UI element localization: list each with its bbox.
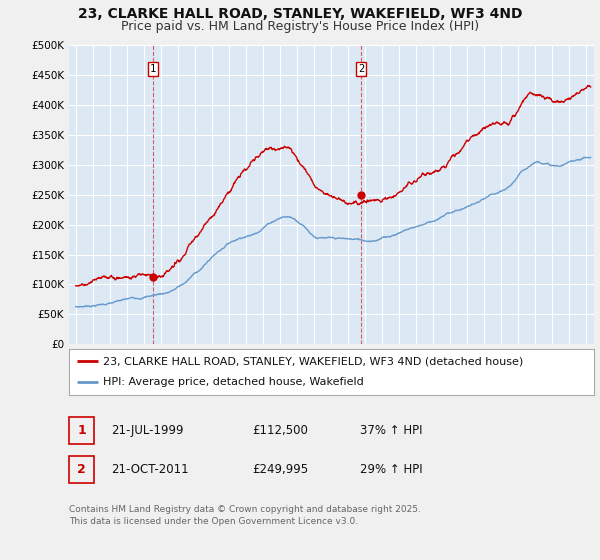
Text: 21-OCT-2011: 21-OCT-2011	[111, 463, 188, 476]
Text: 2: 2	[358, 64, 364, 74]
Text: HPI: Average price, detached house, Wakefield: HPI: Average price, detached house, Wake…	[103, 377, 364, 388]
Text: £112,500: £112,500	[252, 423, 308, 437]
Text: Price paid vs. HM Land Registry's House Price Index (HPI): Price paid vs. HM Land Registry's House …	[121, 20, 479, 32]
Text: 2: 2	[77, 463, 86, 476]
Text: 23, CLARKE HALL ROAD, STANLEY, WAKEFIELD, WF3 4ND: 23, CLARKE HALL ROAD, STANLEY, WAKEFIELD…	[78, 7, 522, 21]
Text: 21-JUL-1999: 21-JUL-1999	[111, 423, 184, 437]
Text: 1: 1	[77, 423, 86, 437]
Text: 1: 1	[150, 64, 156, 74]
Text: 23, CLARKE HALL ROAD, STANLEY, WAKEFIELD, WF3 4ND (detached house): 23, CLARKE HALL ROAD, STANLEY, WAKEFIELD…	[103, 356, 523, 366]
Text: £249,995: £249,995	[252, 463, 308, 476]
Text: 37% ↑ HPI: 37% ↑ HPI	[360, 423, 422, 437]
Text: 29% ↑ HPI: 29% ↑ HPI	[360, 463, 422, 476]
Text: Contains HM Land Registry data © Crown copyright and database right 2025.
This d: Contains HM Land Registry data © Crown c…	[69, 505, 421, 526]
